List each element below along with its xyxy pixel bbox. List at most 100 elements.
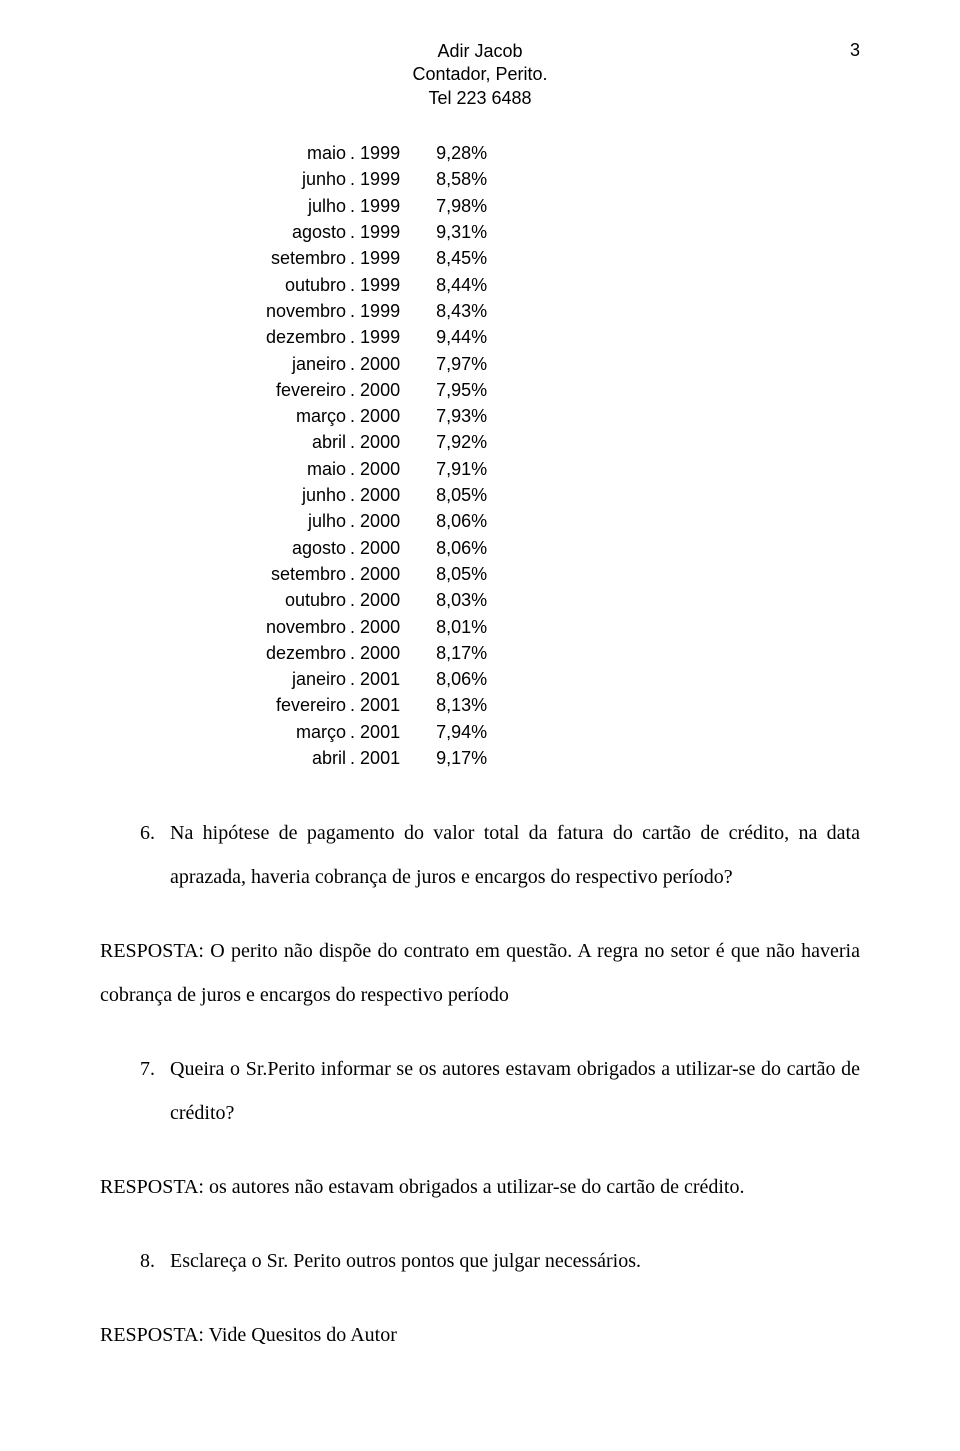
rate-year: . 2001	[348, 666, 430, 692]
table-row: novembro. 19998,43%	[260, 298, 493, 324]
rate-month: setembro	[260, 245, 348, 271]
rate-value: 8,43%	[430, 298, 493, 324]
rate-month: agosto	[260, 535, 348, 561]
rate-month: março	[260, 403, 348, 429]
question-8: 8. Esclareça o Sr. Perito outros pontos …	[140, 1239, 860, 1283]
table-row: julho. 19997,98%	[260, 193, 493, 219]
question-text: Esclareça o Sr. Perito outros pontos que…	[170, 1239, 860, 1283]
rate-month: novembro	[260, 298, 348, 324]
page-number: 3	[850, 40, 860, 61]
table-row: fevereiro. 20007,95%	[260, 377, 493, 403]
table-row: junho. 20008,05%	[260, 482, 493, 508]
rate-year: . 2000	[348, 482, 430, 508]
question-text: Na hipótese de pagamento do valor total …	[170, 811, 860, 899]
rate-month: agosto	[260, 219, 348, 245]
table-row: outubro. 19998,44%	[260, 272, 493, 298]
rate-value: 8,05%	[430, 561, 493, 587]
rate-year: . 1999	[348, 324, 430, 350]
rate-year: . 2000	[348, 403, 430, 429]
rate-month: abril	[260, 429, 348, 455]
rates-table-wrap: maio. 19999,28%junho. 19998,58%julho. 19…	[260, 140, 860, 771]
rate-month: outubro	[260, 587, 348, 613]
rate-value: 8,01%	[430, 614, 493, 640]
table-row: novembro. 20008,01%	[260, 614, 493, 640]
rate-month: julho	[260, 508, 348, 534]
letterhead: Adir Jacob Contador, Perito. Tel 223 648…	[100, 40, 860, 110]
rate-value: 8,06%	[430, 535, 493, 561]
question-text: Queira o Sr.Perito informar se os autore…	[170, 1047, 860, 1135]
rate-year: . 2000	[348, 377, 430, 403]
rate-year: . 1999	[348, 298, 430, 324]
rate-value: 8,44%	[430, 272, 493, 298]
rate-year: . 2000	[348, 508, 430, 534]
rate-value: 7,98%	[430, 193, 493, 219]
table-row: janeiro. 20007,97%	[260, 351, 493, 377]
table-row: agosto. 20008,06%	[260, 535, 493, 561]
rate-year: . 2001	[348, 719, 430, 745]
rate-value: 8,05%	[430, 482, 493, 508]
answer-6: RESPOSTA: O perito não dispõe do contrat…	[100, 929, 860, 1017]
table-row: março. 20007,93%	[260, 403, 493, 429]
answer-8: RESPOSTA: Vide Quesitos do Autor	[100, 1313, 860, 1357]
question-7: 7. Queira o Sr.Perito informar se os aut…	[140, 1047, 860, 1135]
rate-value: 9,44%	[430, 324, 493, 350]
document-body: 6. Na hipótese de pagamento do valor tot…	[100, 811, 860, 1357]
rate-value: 8,03%	[430, 587, 493, 613]
rate-month: outubro	[260, 272, 348, 298]
rate-month: junho	[260, 482, 348, 508]
rate-year: . 2001	[348, 692, 430, 718]
rate-value: 8,06%	[430, 508, 493, 534]
rate-year: . 1999	[348, 219, 430, 245]
rate-year: . 2000	[348, 640, 430, 666]
rate-value: 8,58%	[430, 166, 493, 192]
rate-month: fevereiro	[260, 692, 348, 718]
question-number: 7.	[140, 1047, 170, 1135]
rate-month: janeiro	[260, 666, 348, 692]
table-row: fevereiro. 20018,13%	[260, 692, 493, 718]
rate-year: . 1999	[348, 140, 430, 166]
rate-year: . 2000	[348, 535, 430, 561]
question-6: 6. Na hipótese de pagamento do valor tot…	[140, 811, 860, 899]
rate-value: 7,92%	[430, 429, 493, 455]
rate-month: abril	[260, 745, 348, 771]
rate-year: . 2000	[348, 614, 430, 640]
table-row: dezembro. 19999,44%	[260, 324, 493, 350]
rate-month: março	[260, 719, 348, 745]
question-number: 6.	[140, 811, 170, 899]
table-row: julho. 20008,06%	[260, 508, 493, 534]
table-row: outubro. 20008,03%	[260, 587, 493, 613]
rate-month: dezembro	[260, 324, 348, 350]
table-row: setembro. 20008,05%	[260, 561, 493, 587]
table-row: janeiro. 20018,06%	[260, 666, 493, 692]
rate-year: . 1999	[348, 245, 430, 271]
rate-value: 9,17%	[430, 745, 493, 771]
rate-value: 7,97%	[430, 351, 493, 377]
rates-table: maio. 19999,28%junho. 19998,58%julho. 19…	[260, 140, 493, 771]
rate-month: dezembro	[260, 640, 348, 666]
rate-value: 8,13%	[430, 692, 493, 718]
rate-value: 7,91%	[430, 456, 493, 482]
table-row: dezembro. 20008,17%	[260, 640, 493, 666]
rate-month: setembro	[260, 561, 348, 587]
rate-year: . 2000	[348, 456, 430, 482]
rate-month: fevereiro	[260, 377, 348, 403]
author-name: Adir Jacob	[100, 40, 860, 63]
rate-value: 7,93%	[430, 403, 493, 429]
rate-value: 9,31%	[430, 219, 493, 245]
rate-month: junho	[260, 166, 348, 192]
rate-value: 8,17%	[430, 640, 493, 666]
table-row: março. 20017,94%	[260, 719, 493, 745]
rate-value: 8,45%	[430, 245, 493, 271]
table-row: agosto. 19999,31%	[260, 219, 493, 245]
table-row: maio. 20007,91%	[260, 456, 493, 482]
rate-month: maio	[260, 456, 348, 482]
table-row: setembro. 19998,45%	[260, 245, 493, 271]
rate-year: . 2000	[348, 429, 430, 455]
rate-value: 7,94%	[430, 719, 493, 745]
author-title: Contador, Perito.	[100, 63, 860, 86]
rate-year: . 1999	[348, 193, 430, 219]
rate-value: 7,95%	[430, 377, 493, 403]
table-row: maio. 19999,28%	[260, 140, 493, 166]
rate-year: . 2000	[348, 587, 430, 613]
page: 3 Adir Jacob Contador, Perito. Tel 223 6…	[0, 0, 960, 1451]
